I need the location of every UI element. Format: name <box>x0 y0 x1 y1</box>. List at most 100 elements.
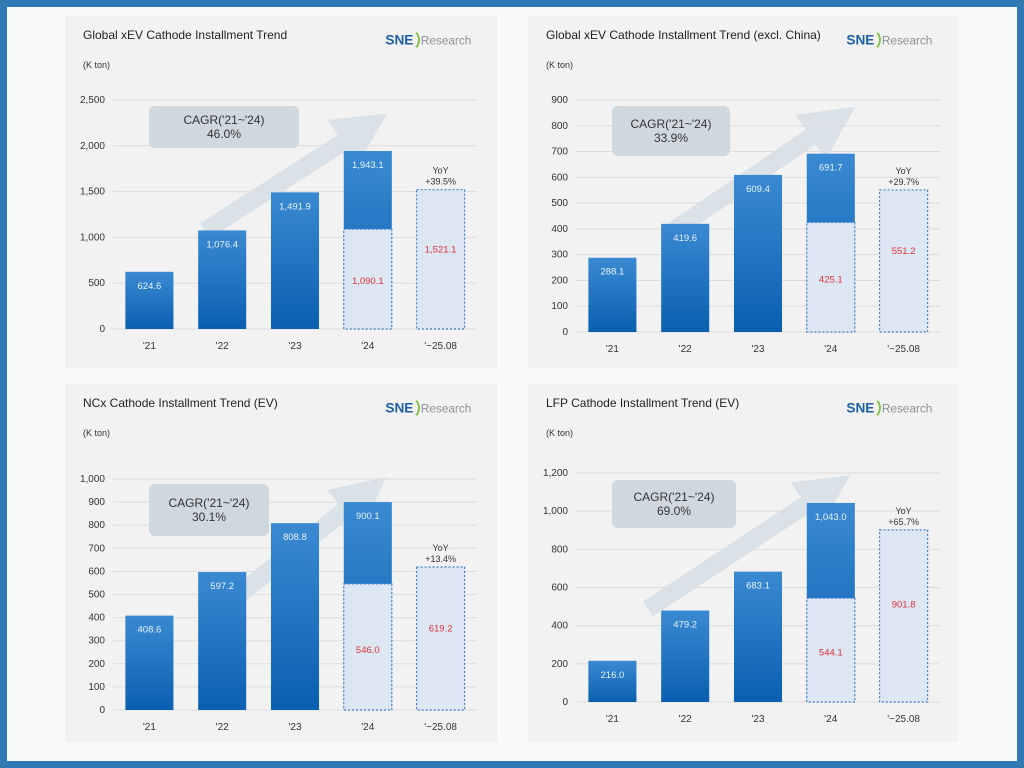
y-tick-label: 200 <box>88 659 105 670</box>
bar-ytd-2025 <box>415 189 466 330</box>
bar-value-label: 1,943.1 <box>352 160 384 171</box>
y-tick-label: 0 <box>562 697 568 708</box>
y-tick-label: 500 <box>551 198 568 209</box>
y-tick-label: 2,500 <box>80 95 105 106</box>
bar-ytd-2025 <box>415 566 466 711</box>
y-tick-label: 800 <box>551 121 568 132</box>
bar-value-label: 597.2 <box>210 581 234 592</box>
x-tick-label: '24 <box>361 341 374 352</box>
chart-plot-area: 0 100 200 300 400 500 600 700 800 900 CAGR('21~'24… <box>551 95 940 355</box>
cagr-label: CAGR('21~'24) <box>169 496 250 510</box>
image-frame: Global xEV Cathode Installment Trend SNE… <box>7 7 1017 761</box>
x-tick-label: '23 <box>288 341 301 352</box>
yoy-label: YoY <box>433 166 449 176</box>
y-tick-label: 400 <box>551 224 568 235</box>
yoy-value: +13.4% <box>425 554 456 564</box>
x-tick-label: '~25.08 <box>887 714 920 725</box>
chart-title: NCx Cathode Installment Trend (EV) <box>83 396 278 410</box>
y-tick-label: 500 <box>88 278 105 289</box>
logo-research: Research <box>421 34 472 48</box>
x-tick-label: '24 <box>361 722 374 733</box>
y-tick-label: 900 <box>88 497 105 508</box>
x-tick-label: '23 <box>751 344 764 355</box>
bar-value-label: 288.1 <box>601 267 625 278</box>
bar-value-label: 691.7 <box>819 163 843 174</box>
bar-partial-2024 <box>806 597 856 703</box>
cagr-label: CAGR('21~'24) <box>631 117 712 131</box>
cagr-box <box>612 106 730 156</box>
partial-value-label: 544.1 <box>819 647 843 658</box>
y-tick-label: 1,000 <box>80 474 105 485</box>
trend-arrow <box>200 113 388 239</box>
bar-1 <box>661 223 710 332</box>
logo-sne: SNE <box>846 401 874 416</box>
sne-research-logo: SNE Research <box>846 400 932 416</box>
chart-title: Global xEV Cathode Installment Trend (ex… <box>546 28 821 42</box>
y-tick-label: 0 <box>99 324 105 335</box>
chart-title: Global xEV Cathode Installment Trend <box>83 28 288 42</box>
x-tick-label: '21 <box>606 714 619 725</box>
y-tick-label: 500 <box>88 590 105 601</box>
bar-1 <box>198 230 247 329</box>
partial-value-label: 546.0 <box>356 645 380 656</box>
x-tick-label: '22 <box>679 714 692 725</box>
bar-value-label: 551.2 <box>892 246 916 257</box>
yoy-value: +29.7% <box>888 177 919 187</box>
logo-research: Research <box>421 402 472 416</box>
y-tick-label: 700 <box>551 147 568 158</box>
cagr-label: CAGR('21~'24) <box>184 113 265 127</box>
cagr-label: CAGR('21~'24) <box>634 490 715 504</box>
yoy-value: +39.5% <box>425 177 456 187</box>
x-tick-label: '24 <box>824 714 837 725</box>
bar-partial-2024 <box>343 228 393 330</box>
bar-value-label: 619.2 <box>429 623 453 634</box>
bar-value-label: 900.1 <box>356 511 380 522</box>
bar-partial-2024 <box>343 583 393 711</box>
y-tick-label: 200 <box>551 275 568 286</box>
logo-sne: SNE <box>846 33 874 48</box>
bar-0 <box>588 257 637 332</box>
x-tick-label: '~25.08 <box>887 344 920 355</box>
x-tick-label: '24 <box>824 344 837 355</box>
y-tick-label: 0 <box>99 705 105 716</box>
bar-ytd-2025 <box>878 529 929 703</box>
sne-research-logo: SNE Research <box>846 32 932 48</box>
bar-value-label: 479.2 <box>673 620 697 631</box>
chart-panel-global-xev-excl-china: Global xEV Cathode Installment Trend (ex… <box>528 16 958 368</box>
yoy-label: YoY <box>896 506 912 516</box>
partial-value-label: 425.1 <box>819 275 843 286</box>
cagr-box <box>149 484 269 536</box>
y-tick-label: 800 <box>88 520 105 531</box>
bar-value-label: 901.8 <box>892 599 916 610</box>
y-tick-label: 2,000 <box>80 141 105 152</box>
y-tick-label: 700 <box>88 543 105 554</box>
chart-panel-global-xev: Global xEV Cathode Installment Trend SNE… <box>65 16 497 368</box>
bar-2 <box>733 571 783 702</box>
partial-value-label: 1,090.1 <box>352 276 384 287</box>
x-tick-label: '21 <box>143 341 156 352</box>
yoy-value: +65.7% <box>888 517 919 527</box>
bar-1 <box>198 572 247 710</box>
yoy-label: YoY <box>433 543 449 553</box>
y-tick-label: 900 <box>551 95 568 106</box>
y-tick-label: 1,500 <box>80 187 105 198</box>
bar-2 <box>270 523 320 710</box>
bar-0 <box>125 615 174 710</box>
bar-value-label: 624.6 <box>138 281 162 292</box>
sne-research-logo: SNE Research <box>385 32 472 48</box>
y-tick-label: 600 <box>88 566 105 577</box>
y-tick-label: 300 <box>88 636 105 647</box>
y-tick-label: 800 <box>551 544 568 555</box>
y-axis-unit: (K ton) <box>83 428 111 438</box>
bar-ytd-2025 <box>878 189 929 333</box>
bar-value-label: 1,491.9 <box>279 201 311 212</box>
bar-value-label: 1,043.0 <box>815 512 847 523</box>
y-tick-label: 1,000 <box>80 232 105 243</box>
bar-0 <box>125 271 174 329</box>
cagr-value: 69.0% <box>657 504 691 518</box>
y-tick-label: 300 <box>551 250 568 261</box>
cagr-box <box>612 480 736 528</box>
x-tick-label: '21 <box>143 722 156 733</box>
y-tick-label: 600 <box>551 583 568 594</box>
x-tick-label: '22 <box>216 341 229 352</box>
